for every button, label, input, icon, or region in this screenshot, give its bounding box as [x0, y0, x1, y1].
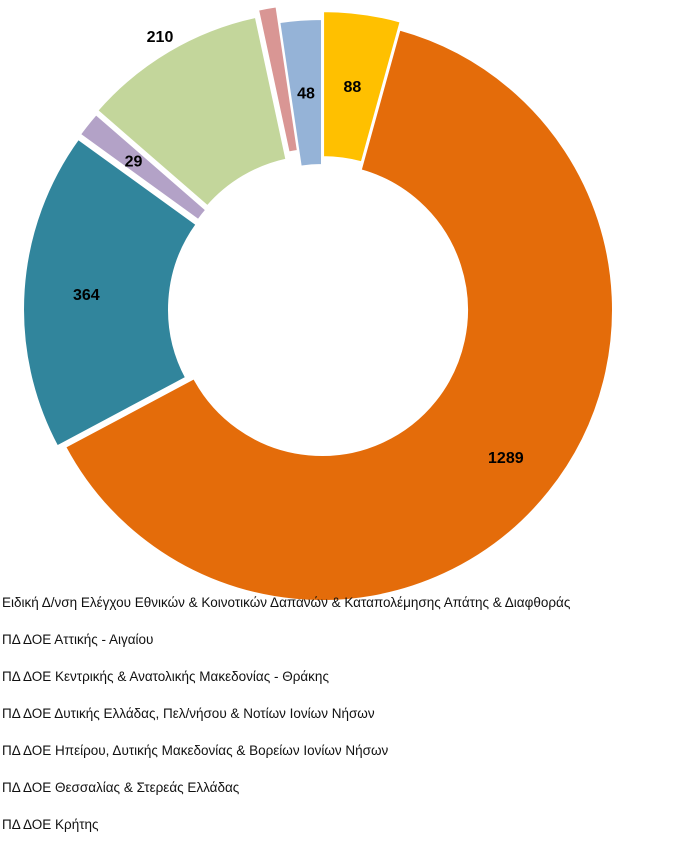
legend-item: ΠΔ ΔΟΕ Αττικής - Αιγαίου [2, 632, 154, 647]
donut-slice [63, 28, 614, 600]
legend: Ειδική Δ/νση Ελέγχου Εθνικών & Κοινοτικώ… [2, 588, 674, 847]
legend-item: ΠΔ ΔΟΕ Κεντρικής & Ανατολικής Μακεδονίας… [2, 669, 329, 684]
data-label: 1289 [488, 450, 524, 467]
data-label: 210 [147, 29, 174, 46]
data-label: 364 [73, 287, 100, 304]
legend-item: ΠΔ ΔΟΕ Κρήτης [2, 817, 99, 832]
legend-item: ΠΔ ΔΟΕ Ηπείρου, Δυτικής Μακεδονίας & Βορ… [2, 743, 389, 758]
legend-item: ΠΔ ΔΟΕ Θεσσαλίας & Στερεάς Ελλάδας [2, 780, 240, 795]
data-label: 88 [344, 79, 362, 96]
data-label: 29 [125, 153, 143, 170]
donut-slice [22, 137, 198, 448]
donut-slice [322, 10, 402, 164]
donut-slice [95, 15, 288, 208]
legend-item: Ειδική Δ/νση Ελέγχου Εθνικών & Κοινοτικώ… [2, 595, 571, 610]
donut-slice [278, 17, 323, 168]
data-label: 48 [297, 86, 315, 103]
donut-chart: 881289364292102148 [22, 5, 614, 600]
donut-slice [78, 112, 208, 222]
legend-item: ΠΔ ΔΟΕ Δυτικής Ελλάδας, Πελ/νήσου & Νοτί… [2, 706, 375, 721]
